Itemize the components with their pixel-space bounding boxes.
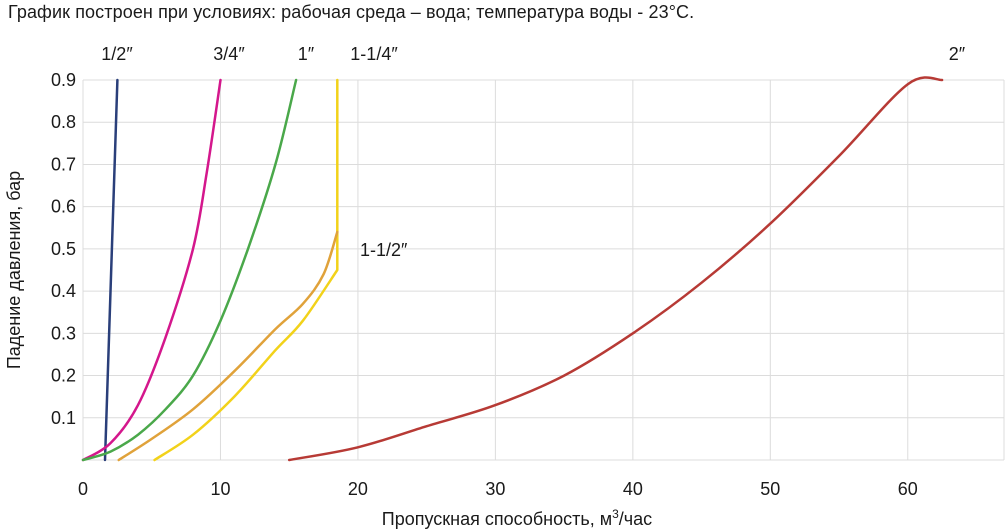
series-label-5: 2″: [949, 44, 966, 64]
series-label-3: 1-1/4″: [350, 44, 398, 64]
series-line-5: [287, 76, 944, 462]
x-tick-label: 50: [760, 479, 780, 499]
y-tick-label: 0.5: [51, 239, 76, 259]
x-axis-label-main: Пропускная способность, м: [382, 509, 612, 529]
y-axis-label: Падение давления, бар: [4, 171, 24, 369]
y-tick-label: 0.8: [51, 112, 76, 132]
series-line-0: [103, 78, 119, 462]
chart-subtitle: График построен при условиях: рабочая ср…: [8, 2, 695, 22]
x-tick-label: 60: [898, 479, 918, 499]
y-tick-label: 0.9: [51, 70, 76, 90]
x-axis-label: Пропускная способность, м3/час: [382, 507, 652, 529]
y-tick-label: 0.3: [51, 323, 76, 343]
y-tick-label: 0.6: [51, 197, 76, 217]
x-axis-label-superscript: 3: [612, 507, 619, 521]
series-labels: 1/2″ 3/4″ 1″ 1-1/4″ 1-1/2″ 2″: [101, 44, 966, 260]
y-tick-label: 0.7: [51, 154, 76, 174]
y-tick-label: 0.2: [51, 366, 76, 386]
x-tick-label: 30: [485, 479, 505, 499]
series-label-0: 1/2″: [101, 44, 133, 64]
y-axis-ticks: 0.1 0.2 0.3 0.4 0.5 0.6 0.7 0.8 0.9: [51, 70, 76, 428]
grid-lines: [82, 79, 1005, 461]
y-tick-label: 0.1: [51, 408, 76, 428]
x-axis-label-unit: /час: [619, 509, 652, 529]
y-tick-label: 0.4: [51, 281, 76, 301]
series-line-4: [117, 230, 339, 462]
series-lines: [81, 76, 944, 462]
x-tick-label: 10: [210, 479, 230, 499]
x-tick-label: 0: [78, 479, 88, 499]
x-axis-ticks: 0 10 20 30 40 50 60: [78, 479, 918, 499]
series-line-2: [81, 78, 298, 462]
x-tick-label: 20: [348, 479, 368, 499]
series-label-2: 1″: [298, 44, 315, 64]
x-tick-label: 40: [623, 479, 643, 499]
series-line-1: [81, 78, 222, 462]
series-line-3: [153, 78, 339, 462]
series-label-4: 1-1/2″: [360, 240, 408, 260]
series-label-1: 3/4″: [213, 44, 245, 64]
